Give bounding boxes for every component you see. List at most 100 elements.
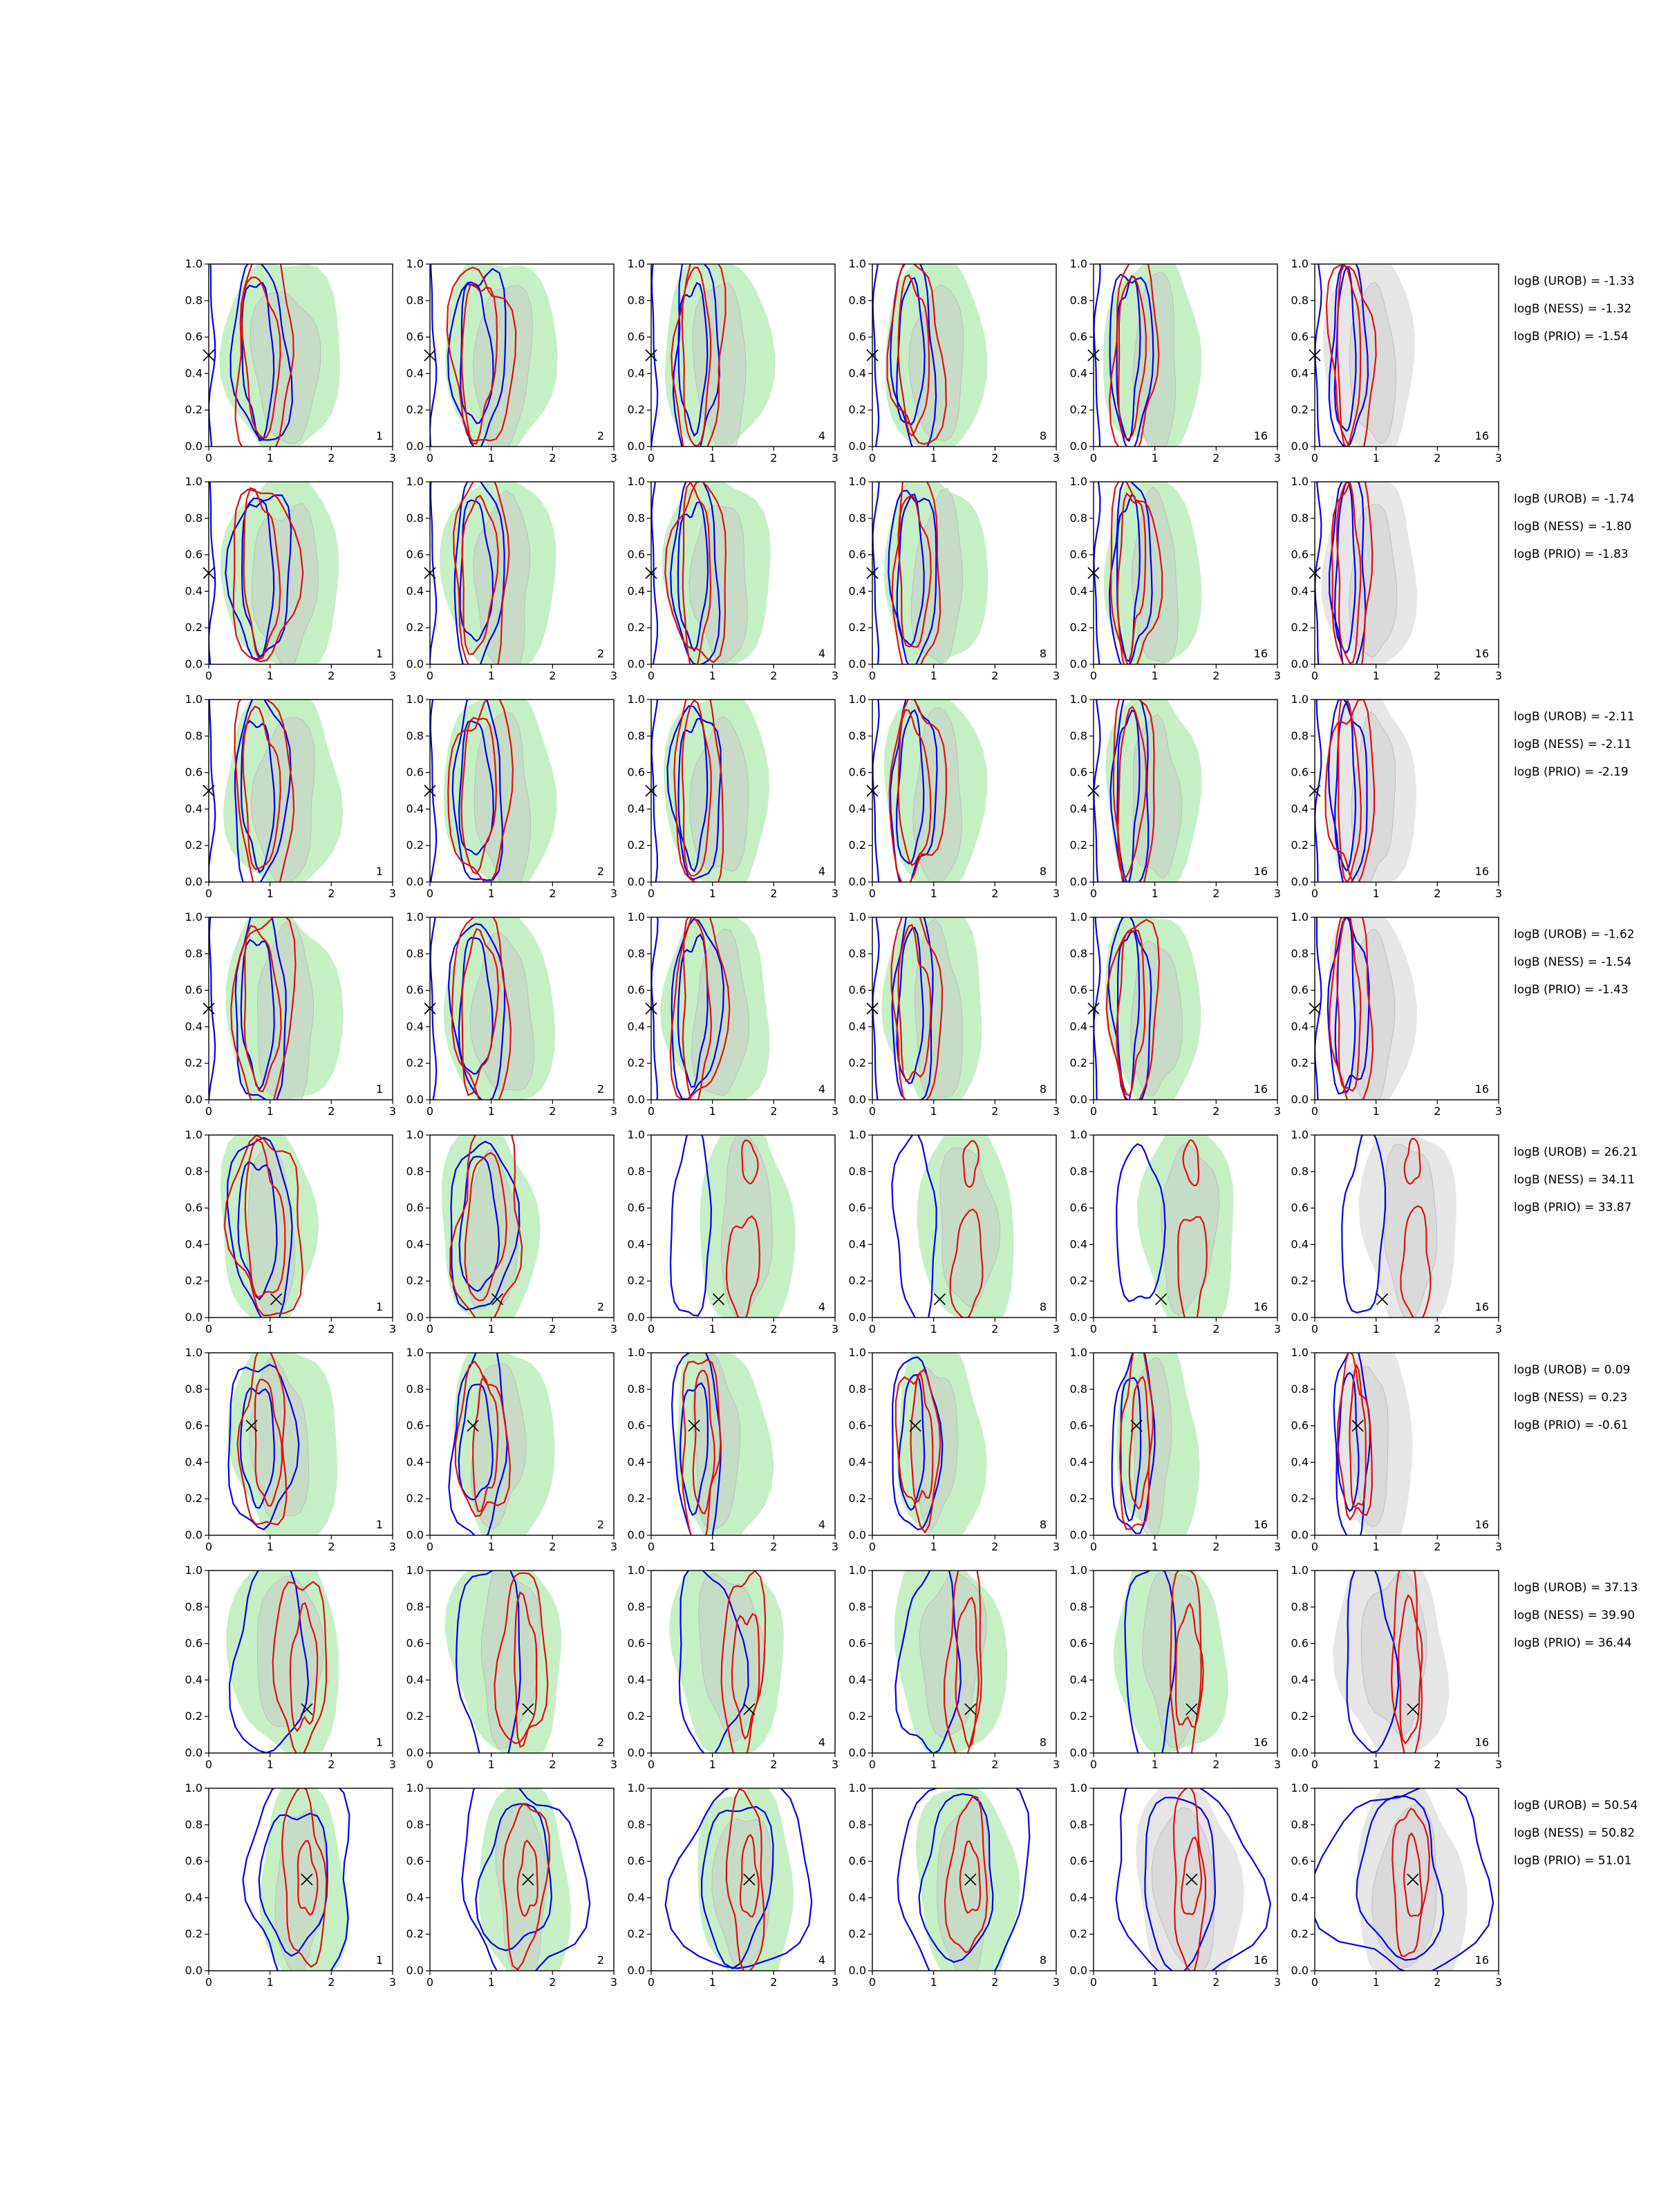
panel-r7-c4: 0 1 2 3 0.0 0.2 0.4 0.6 0.8 1.0 8 bbox=[849, 1564, 1060, 1771]
x-tick-label: 1 bbox=[267, 1540, 274, 1553]
axes-frame bbox=[1314, 481, 1499, 665]
x-tick-label: 2 bbox=[549, 669, 556, 682]
x-tick-label: 0 bbox=[205, 669, 212, 682]
red-contour-1 bbox=[725, 1788, 765, 1971]
x-tick-label: 3 bbox=[610, 887, 617, 900]
logb-prio-row-6: logB (PRIO) = -0.61 bbox=[1514, 1418, 1629, 1432]
contour-layer bbox=[1315, 482, 1418, 664]
y-tick-label: 0.8 bbox=[406, 1600, 424, 1613]
logb-prio-row-5: logB (PRIO) = 33.87 bbox=[1514, 1201, 1631, 1215]
y-tick-label: 0.8 bbox=[849, 729, 866, 742]
x-tick-label: 0 bbox=[648, 1540, 655, 1553]
contour-layer bbox=[1094, 482, 1202, 664]
panel-number: 16 bbox=[1475, 429, 1489, 442]
y-tick-label: 1.0 bbox=[406, 475, 424, 488]
x-tick-label: 2 bbox=[1434, 1758, 1441, 1771]
y-tick-label: 0.6 bbox=[185, 330, 203, 344]
y-tick-label: 0.4 bbox=[1291, 1237, 1309, 1250]
y-tick-label: 0.0 bbox=[849, 440, 866, 453]
y-tick-label: 0.8 bbox=[406, 294, 424, 307]
blue-contour-2 bbox=[239, 1387, 275, 1509]
blue-contour-1 bbox=[889, 700, 938, 882]
red-contour-1 bbox=[1172, 1788, 1206, 1971]
red-contour-2 bbox=[472, 1375, 499, 1512]
y-tick-label: 0.4 bbox=[185, 1020, 203, 1033]
y-tick-label: 0.0 bbox=[406, 1093, 424, 1106]
panel-r7-c5: 0 1 2 3 0.0 0.2 0.4 0.6 0.8 1.0 16 bbox=[1070, 1564, 1282, 1771]
axes-frame bbox=[1314, 917, 1499, 1100]
x-tick-label: 0 bbox=[648, 669, 655, 682]
x-tick-label: 3 bbox=[610, 669, 617, 682]
blue-contour-1 bbox=[1115, 1788, 1272, 1971]
blue-contour-1 bbox=[1346, 1571, 1400, 1753]
x-tick-label: 0 bbox=[427, 1322, 433, 1335]
contour-layer bbox=[209, 917, 344, 1100]
y-tick-label: 0.4 bbox=[185, 584, 203, 597]
contour-layer bbox=[894, 1571, 1008, 1753]
logb-prio-row-7: logB (PRIO) = 36.44 bbox=[1514, 1636, 1631, 1650]
y-tick-label: 0.0 bbox=[1070, 1311, 1087, 1324]
red-contour-2 bbox=[244, 1138, 286, 1299]
blue-contour-2 bbox=[241, 500, 275, 659]
y-tick-label: 0.2 bbox=[406, 1056, 424, 1069]
y-tick-label: 0.2 bbox=[1291, 1927, 1309, 1940]
red-contour-1 bbox=[1110, 482, 1163, 664]
x-tick-label: 2 bbox=[1212, 669, 1219, 682]
y-tick-label: 0.8 bbox=[849, 1600, 866, 1613]
y-tick-label: 0.4 bbox=[849, 1673, 866, 1686]
x-tick-label: 1 bbox=[1152, 451, 1159, 465]
panel-number: 8 bbox=[1040, 647, 1047, 660]
red-contour-2 bbox=[897, 924, 932, 1082]
contour-layer bbox=[651, 917, 770, 1100]
y-tick-label: 0.6 bbox=[185, 1637, 203, 1650]
axes-frame bbox=[650, 263, 836, 447]
x-tick-label: 2 bbox=[991, 1540, 998, 1553]
x-tick-label: 3 bbox=[389, 669, 396, 682]
true-value-marker bbox=[491, 1293, 504, 1306]
x-tick-label: 2 bbox=[1434, 669, 1441, 682]
blue-contour-2 bbox=[459, 499, 494, 642]
y-tick-label: 1.0 bbox=[1070, 1564, 1087, 1577]
blue-contour-1 bbox=[1107, 917, 1152, 1100]
red-contour-1 bbox=[451, 917, 512, 1100]
red-contour-2 bbox=[897, 274, 930, 437]
y-tick-label: 0.8 bbox=[849, 947, 866, 960]
blue-edge-contour bbox=[872, 264, 880, 447]
y-tick-label: 0.8 bbox=[849, 512, 866, 525]
y-tick-label: 0.0 bbox=[1070, 657, 1087, 671]
y-tick-label: 1.0 bbox=[1291, 1781, 1309, 1794]
x-tick-label: 0 bbox=[205, 1540, 212, 1553]
y-tick-label: 1.0 bbox=[628, 693, 645, 706]
true-value-marker bbox=[270, 1293, 283, 1306]
x-tick-label: 3 bbox=[1274, 887, 1281, 900]
contour-layer bbox=[448, 1353, 555, 1535]
blue-edge-contour bbox=[209, 482, 216, 664]
y-tick-label: 0.4 bbox=[185, 1673, 203, 1686]
red-contour-1 bbox=[669, 917, 731, 1100]
y-tick-label: 0.4 bbox=[628, 802, 645, 815]
red-contour-2 bbox=[682, 917, 713, 1100]
logb-prio-row-1: logB (PRIO) = -1.54 bbox=[1514, 330, 1629, 344]
red-contour-1 bbox=[673, 700, 724, 882]
y-tick-label: 0.8 bbox=[1070, 729, 1087, 742]
x-tick-label: 1 bbox=[488, 1976, 495, 1989]
x-tick-label: 1 bbox=[930, 1976, 937, 1989]
red-contour-2 bbox=[1337, 700, 1362, 882]
blue-edge-contour bbox=[1094, 917, 1101, 1100]
x-tick-label: 2 bbox=[328, 1758, 335, 1771]
axes-frame bbox=[1314, 699, 1499, 883]
blue-edge-contour bbox=[1315, 482, 1322, 664]
panel-r3-c4: 0 1 2 3 0.0 0.2 0.4 0.6 0.8 1.0 8 bbox=[849, 693, 1060, 900]
density-fill-inner bbox=[1349, 504, 1398, 658]
blue-edge-contour bbox=[872, 917, 880, 1100]
y-tick-label: 1.0 bbox=[406, 1564, 424, 1577]
axes-frame bbox=[650, 1570, 836, 1754]
density-fill-inner bbox=[250, 292, 321, 444]
blue-edge-contour bbox=[651, 917, 659, 1100]
y-tick-label: 0.4 bbox=[1291, 1673, 1309, 1686]
y-tick-label: 0.6 bbox=[1070, 984, 1087, 997]
y-tick-label: 1.0 bbox=[185, 1346, 203, 1359]
red-contour-2 bbox=[254, 1378, 283, 1507]
red-contour-1 bbox=[230, 917, 297, 1100]
panel-number: 1 bbox=[376, 1518, 383, 1531]
